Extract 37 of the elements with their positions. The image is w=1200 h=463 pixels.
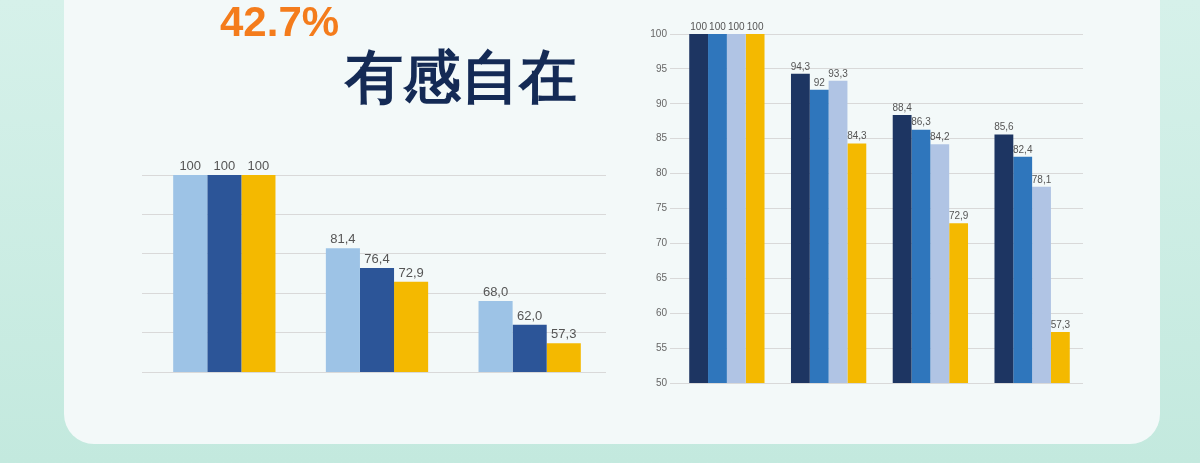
data-label: 100 (179, 158, 202, 174)
data-label: 57,3 (1050, 318, 1071, 330)
data-label: 100 (247, 158, 270, 174)
y-tick-label: 85 (655, 132, 668, 144)
chart-title: 42.7% (220, 0, 340, 45)
data-label: 93,3 (828, 67, 849, 79)
data-label: 84,3 (847, 130, 868, 142)
data-label: 72,9 (948, 209, 969, 221)
y-tick-label: 95 (655, 62, 668, 74)
y-tick-label: 75 (655, 202, 668, 214)
data-label: 100 (727, 20, 746, 32)
data-label: 88,4 (892, 101, 913, 113)
y-tick-label: 55 (655, 341, 668, 353)
y-tick-label: 65 (655, 272, 668, 284)
data-label: 78,1 (1031, 173, 1052, 185)
data-label: 84,2 (930, 131, 950, 143)
data-label: 100 (213, 158, 236, 174)
data-label: 100 (690, 20, 708, 32)
y-tick-label: 60 (655, 306, 668, 318)
data-label: 57,3 (551, 326, 577, 342)
y-tick-label: 100 (650, 27, 668, 39)
data-label: 62,0 (517, 307, 543, 323)
data-label: 94,3 (790, 60, 811, 72)
y-tick-label: 50 (655, 376, 668, 388)
data-label: 92 (813, 76, 826, 88)
data-label: 82,4 (1012, 143, 1033, 155)
data-label: 81,4 (330, 231, 356, 247)
chart-subtitle: 有感自在 (345, 43, 577, 111)
y-tick-label: 70 (655, 237, 668, 249)
y-tick-label: 90 (655, 97, 668, 109)
data-label: 85,6 (994, 121, 1015, 133)
data-label: 76,4 (364, 251, 390, 267)
data-label: 68,0 (482, 284, 509, 300)
data-label: 100 (709, 20, 727, 32)
y-tick-label: 80 (655, 167, 668, 179)
data-label: 100 (746, 20, 764, 32)
data-label: 72,9 (398, 264, 424, 280)
